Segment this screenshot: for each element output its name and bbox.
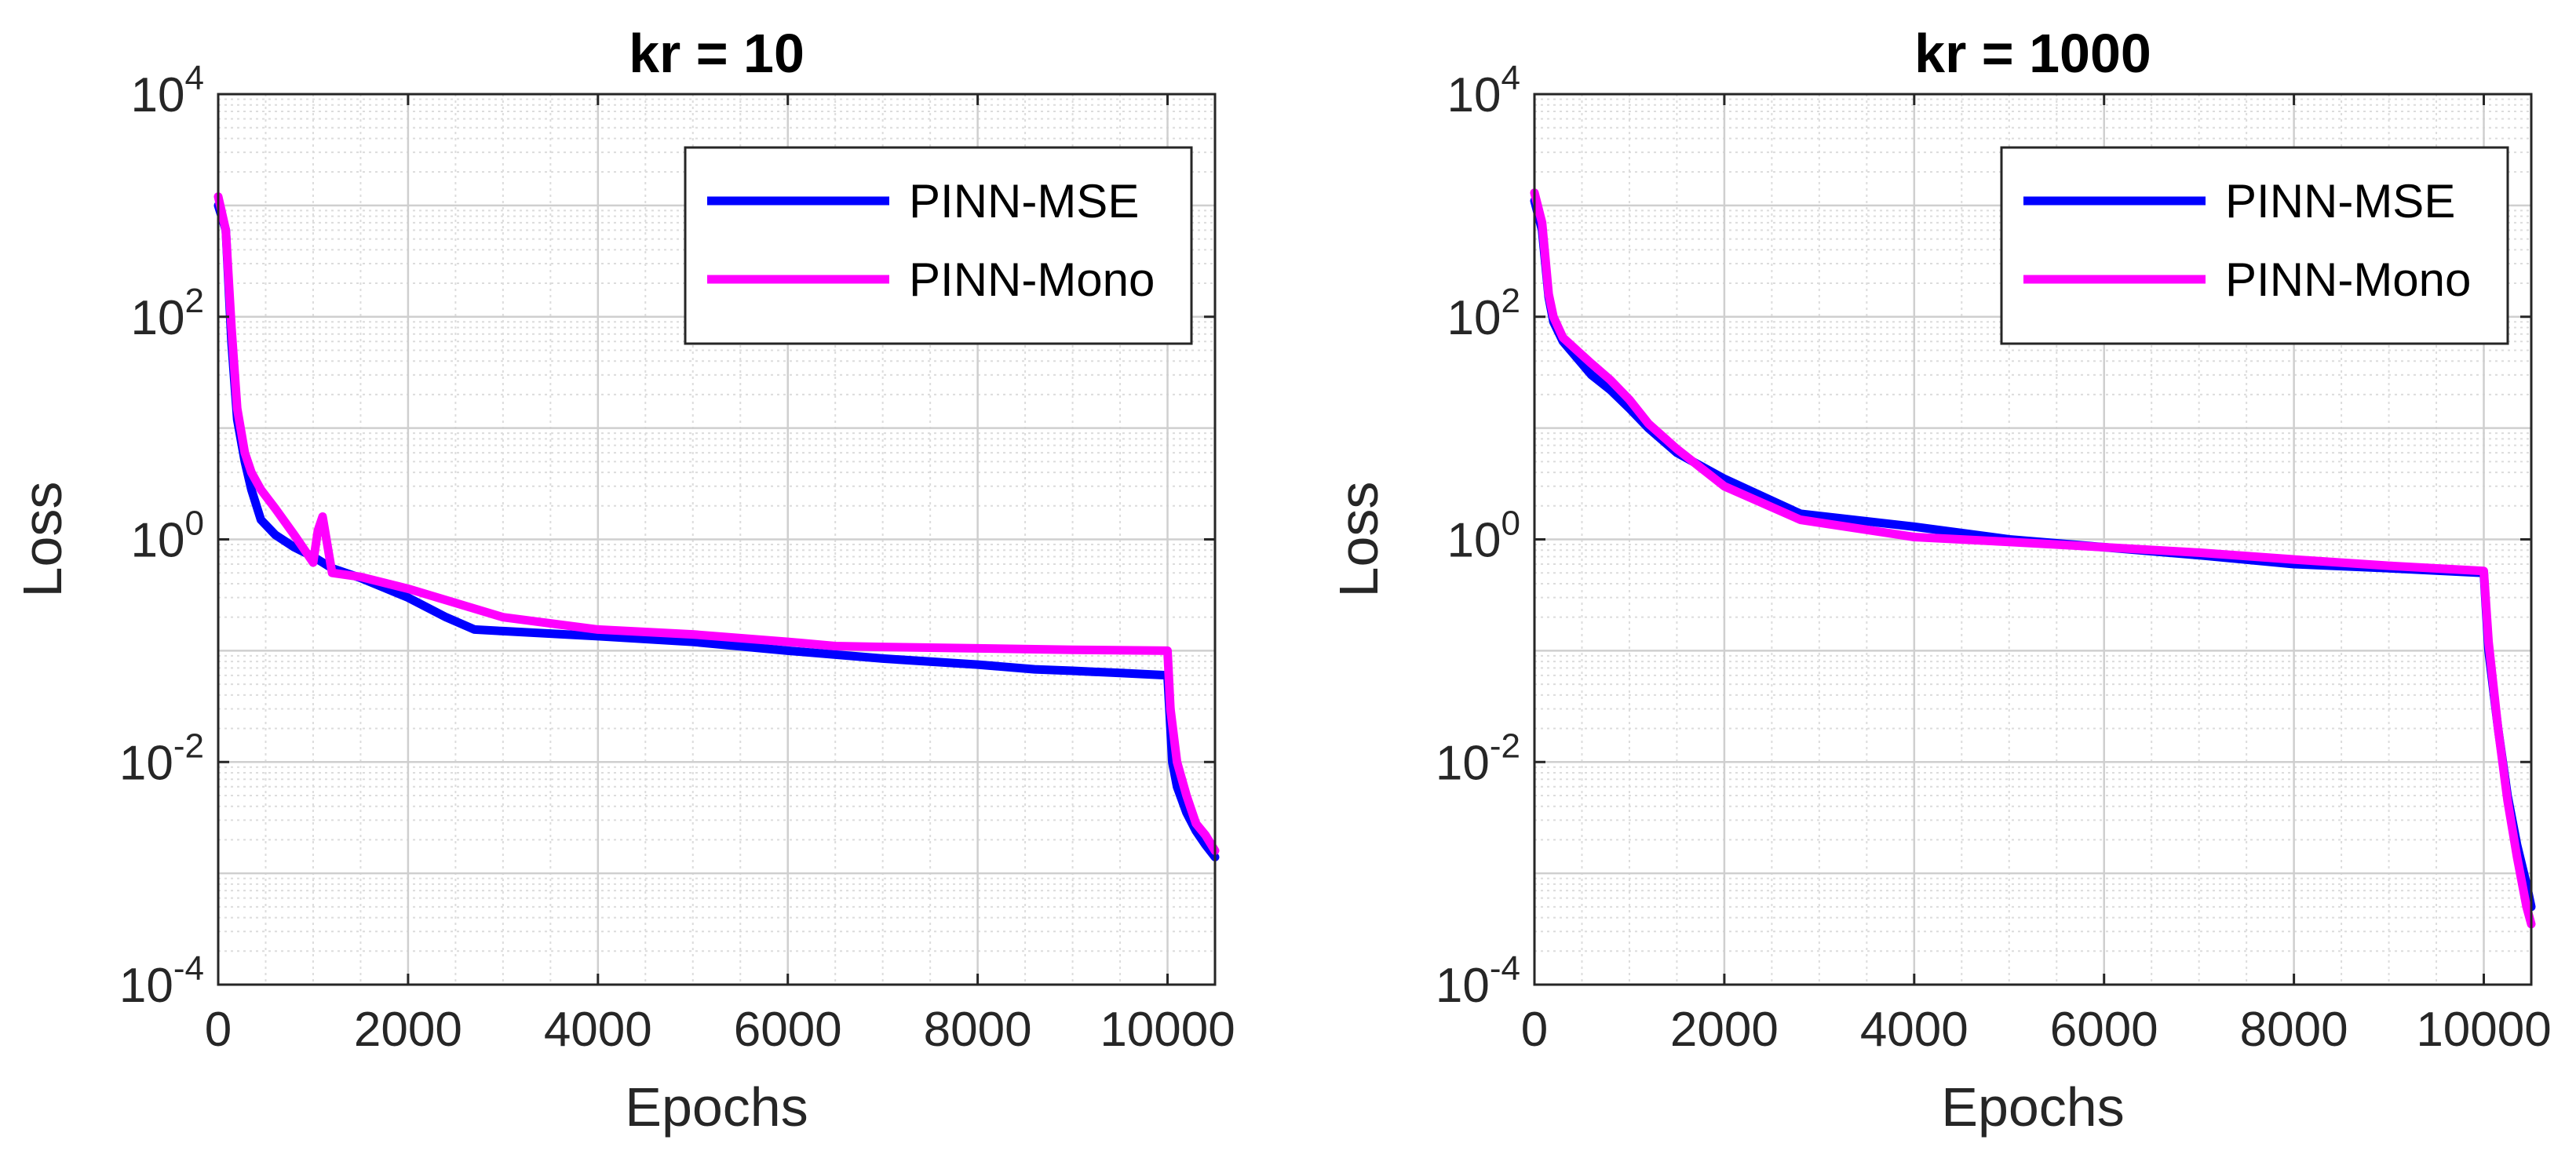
x-tick-label: 4000	[544, 1003, 652, 1057]
legend: PINN-MSE PINN-Mono	[2000, 146, 2509, 345]
y-tick-label: 100	[131, 504, 204, 568]
series-group	[1530, 188, 2536, 929]
x-axis-label: Epochs	[625, 1076, 808, 1138]
y-tick-label: 102	[1447, 282, 1520, 345]
x-tick-label: 8000	[2240, 1003, 2348, 1057]
x-tick-label: 6000	[2050, 1003, 2158, 1057]
y-axis-label: Loss	[12, 482, 73, 598]
x-tick-label: 10000	[1100, 1003, 1235, 1057]
series-group	[213, 192, 1220, 861]
y-tick-label: 10-4	[1436, 949, 1520, 1013]
y-tick-label: 104	[131, 59, 204, 122]
x-tick-label: 8000	[924, 1003, 1032, 1057]
legend-box	[2000, 146, 2509, 345]
x-tick-label: 2000	[1670, 1003, 1779, 1057]
y-tick-label: 102	[131, 282, 204, 345]
chart-kr-10: 0 2000 4000 6000 8000 10000 10-4 10-2 100 102 104 k…	[12, 23, 1235, 1138]
y-tick-label: 10-2	[119, 727, 204, 790]
x-tick-label: 4000	[1860, 1003, 1968, 1057]
series-line-pinn-mse	[213, 201, 1220, 861]
series-line-pinn-mono	[213, 192, 1220, 855]
chart-title: kr = 1000	[1914, 23, 2151, 84]
y-axis-label: Loss	[1328, 482, 1389, 598]
x-tick-label: 0	[205, 1003, 232, 1057]
y-tick-label: 10-4	[119, 949, 204, 1013]
legend-label-pinn-mse: PINN-MSE	[909, 175, 1139, 228]
x-tick-label: 6000	[734, 1003, 842, 1057]
y-tick-label: 104	[1447, 59, 1520, 122]
x-tick-label: 2000	[354, 1003, 462, 1057]
y-tick-label: 100	[1447, 504, 1520, 568]
series-line-pinn-mono	[1530, 188, 2536, 929]
x-tick-label: 0	[1521, 1003, 1548, 1057]
legend-label-pinn-mono: PINN-Mono	[2225, 253, 2471, 306]
legend-box	[684, 146, 1193, 345]
x-axis-label: Epochs	[1941, 1076, 2124, 1138]
x-tick-label: 10000	[2416, 1003, 2551, 1057]
legend-label-pinn-mse: PINN-MSE	[2225, 175, 2455, 228]
y-tick-label: 10-2	[1436, 727, 1520, 790]
chart-title: kr = 10	[629, 23, 805, 84]
chart-kr-1000: 0 2000 4000 6000 8000 10000 10-4 10-2 100 102 104 k…	[1328, 23, 2552, 1138]
legend-label-pinn-mono: PINN-Mono	[909, 253, 1155, 306]
legend: PINN-MSE PINN-Mono	[684, 146, 1193, 345]
